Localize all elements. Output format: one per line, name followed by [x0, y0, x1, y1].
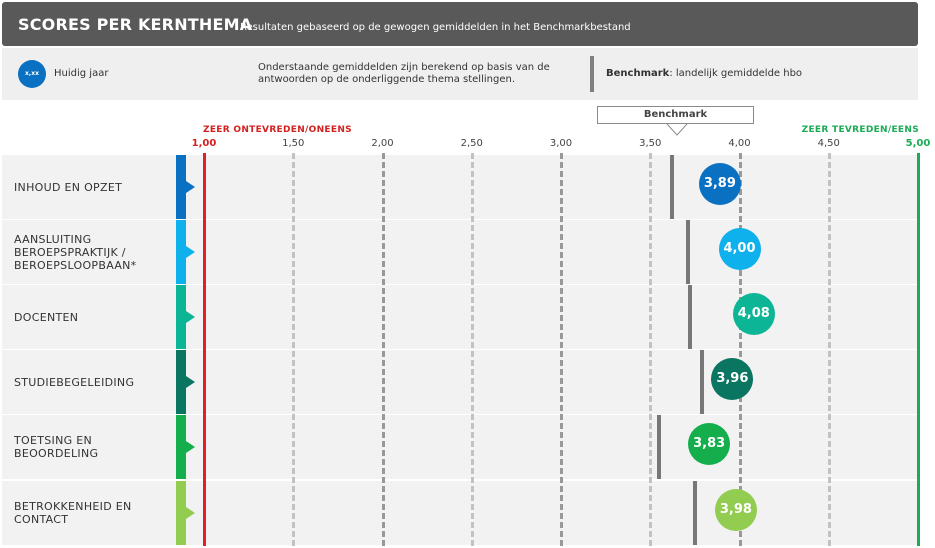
- theme-color-bar: [176, 155, 186, 219]
- theme-label: STUDIEBEGELEIDING: [14, 376, 135, 389]
- benchmark-callout-pointer: [666, 123, 688, 136]
- legend-benchmark-rest: : landelijk gemiddelde hbo: [669, 68, 803, 79]
- legend-score-label: Huidig jaar: [54, 68, 109, 79]
- benchmark-mark: [687, 285, 692, 349]
- x-tick-label: 3,00: [549, 138, 573, 149]
- axis-max-label: ZEER TEVREDEN/EENS: [801, 125, 919, 135]
- theme-arrow-icon: [186, 376, 195, 388]
- page-subtitle: Resultaten gebaseerd op de gewogen gemid…: [240, 22, 631, 33]
- score-circle: 3,89: [698, 163, 741, 205]
- gridline: [560, 153, 563, 546]
- theme-label: DOCENTEN: [14, 311, 79, 324]
- axis-max-line: [917, 153, 920, 546]
- page-header: SCORES PER KERNTHEMA Resultaten gebaseer…: [2, 2, 918, 46]
- score-circle: 4,00: [718, 228, 761, 270]
- score-circle: 3,98: [714, 489, 757, 531]
- legend-benchmark-text: Benchmark: landelijk gemiddelde hbo: [606, 68, 802, 79]
- benchmark-mark: [700, 350, 704, 414]
- benchmark-mark: [692, 481, 697, 545]
- theme-label: INHOUD EN OPZET: [14, 181, 123, 194]
- theme-arrow-icon: [186, 246, 195, 258]
- x-tick-label: 4,50: [817, 138, 840, 149]
- legend-benchmark-bold: Benchmark: [606, 68, 670, 79]
- gridline: [827, 153, 831, 546]
- axis-min-label: ZEER ONTEVREDEN/ONEENS: [203, 125, 352, 135]
- theme-arrow-icon: [186, 441, 195, 453]
- x-tick-label: 2,00: [371, 138, 394, 149]
- axis-min-line: [203, 153, 206, 546]
- theme-row: TOETSING EN BEOORDELING: [2, 415, 918, 479]
- theme-label: AANSLUITING BEROEPSPRAKTIJK / BEROEPSLOO…: [14, 233, 137, 272]
- theme-row: INHOUD EN OPZET: [2, 155, 918, 219]
- page-title: SCORES PER KERNTHEMA: [18, 15, 253, 34]
- theme-color-bar: [176, 285, 186, 349]
- x-tick-label: 5,00: [905, 138, 931, 149]
- x-tick-label: 1,00: [191, 138, 217, 149]
- benchmark-callout: Benchmark: [597, 106, 754, 124]
- legend-bar: x,xx Huidig jaar Onderstaande gemiddelde…: [2, 48, 918, 100]
- score-circle: 3,96: [711, 358, 754, 400]
- theme-row: BETROKKENHEID EN CONTACT: [2, 481, 918, 545]
- gridline: [649, 153, 653, 546]
- benchmark-mark: [657, 415, 662, 479]
- theme-arrow-icon: [186, 507, 195, 519]
- theme-row: STUDIEBEGELEIDING: [2, 350, 918, 414]
- theme-label: TOETSING EN BEOORDELING: [14, 434, 99, 460]
- theme-arrow-icon: [186, 311, 195, 323]
- theme-arrow-icon: [186, 181, 195, 193]
- gridline: [292, 153, 296, 546]
- legend-score-dot: x,xx: [18, 60, 46, 88]
- theme-row: DOCENTEN: [2, 285, 918, 349]
- theme-color-bar: [176, 481, 186, 545]
- legend-note: Onderstaande gemiddelden zijn berekend o…: [258, 62, 550, 85]
- legend-benchmark-line: [590, 56, 594, 92]
- gridline: [738, 153, 742, 546]
- benchmark-mark: [685, 220, 690, 284]
- theme-color-bar: [176, 350, 186, 414]
- score-circle: 4,08: [732, 293, 775, 335]
- x-tick-label: 3,50: [639, 138, 662, 149]
- benchmark-mark: [669, 155, 674, 219]
- x-tick-label: 2,50: [460, 138, 483, 149]
- score-circle: 3,83: [688, 423, 731, 465]
- x-tick-label: 1,50: [282, 138, 305, 149]
- theme-row: AANSLUITING BEROEPSPRAKTIJK / BEROEPSLOO…: [2, 220, 918, 284]
- gridline: [470, 153, 474, 546]
- gridline: [381, 153, 385, 546]
- theme-color-bar: [176, 415, 186, 479]
- x-tick-label: 4,00: [728, 138, 751, 149]
- theme-color-bar: [176, 220, 186, 284]
- theme-label: BETROKKENHEID EN CONTACT: [14, 500, 132, 526]
